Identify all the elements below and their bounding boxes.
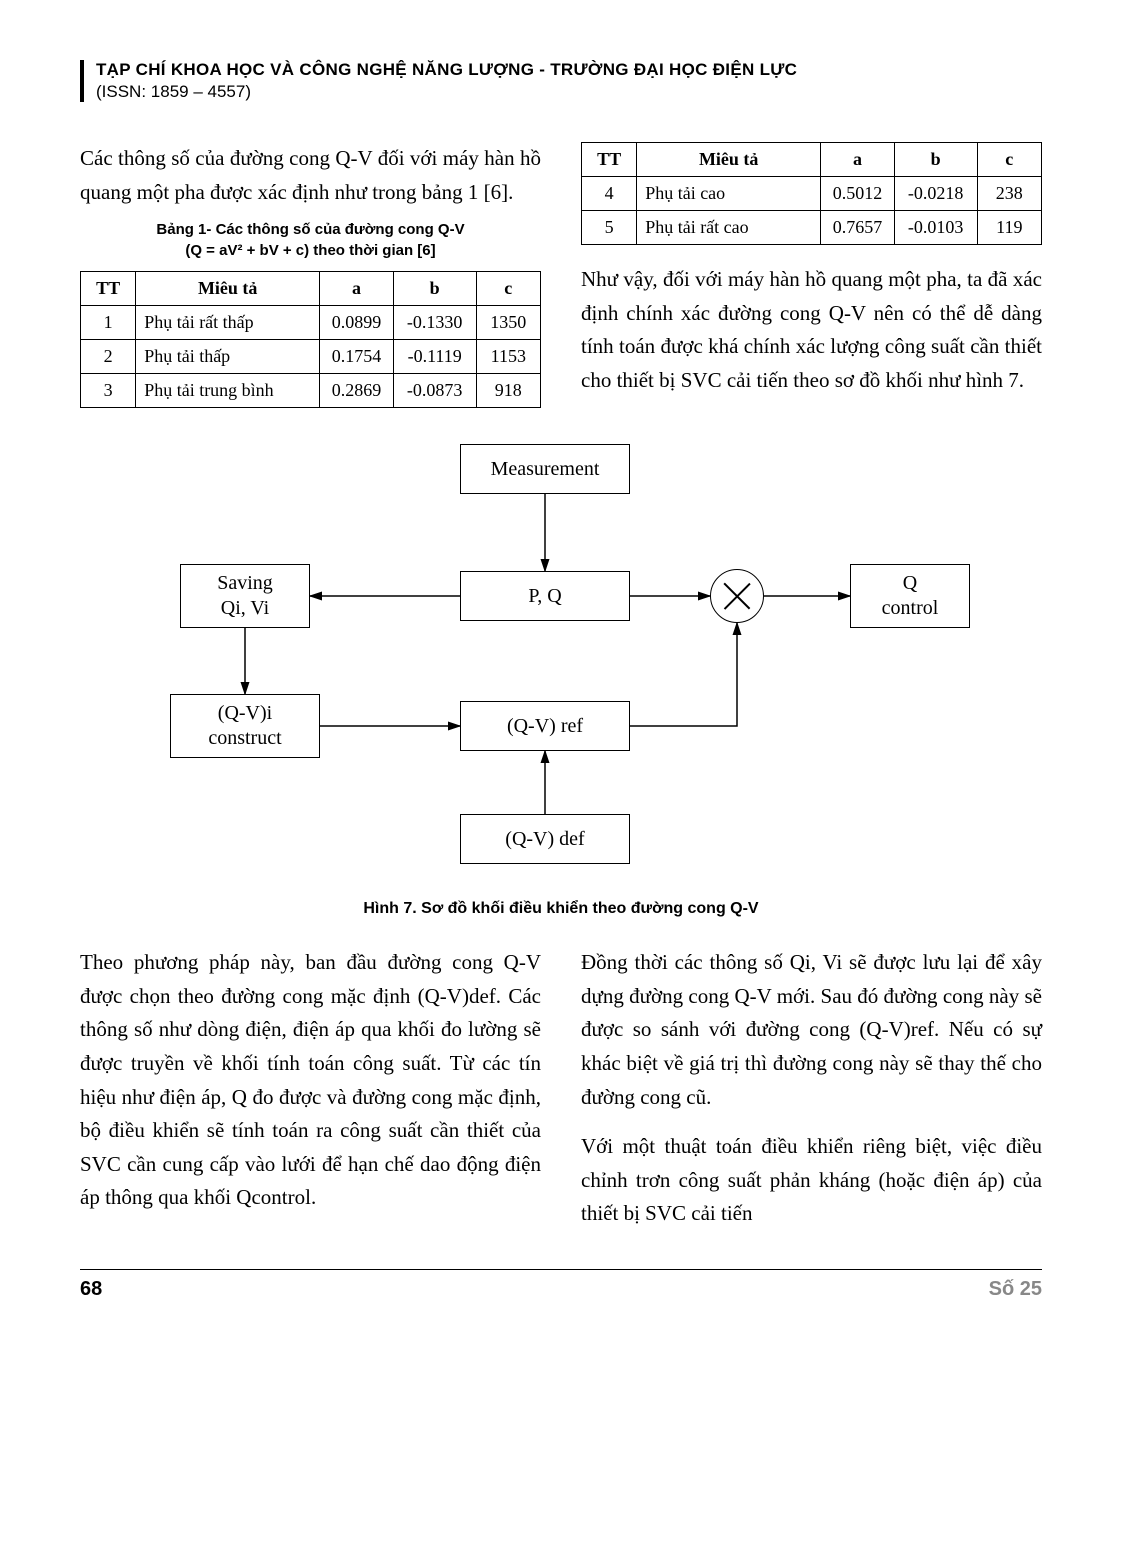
table-row: 3Phụ tải trung bình0.2869-0.0873918 <box>81 374 541 408</box>
table-cell: -0.0873 <box>393 374 476 408</box>
page-number: 68 <box>80 1278 102 1301</box>
journal-title: TẠP CHÍ KHOA HỌC VÀ CÔNG NGHỆ NĂNG LƯỢNG… <box>96 60 1042 80</box>
table-cell: Phụ tải cao <box>637 177 821 211</box>
table-row: 5Phụ tải rất cao0.7657-0.0103119 <box>582 211 1042 245</box>
right-paragraph: Như vậy, đối với máy hàn hồ quang một ph… <box>581 263 1042 397</box>
diagram-node-qvdef: (Q-V) def <box>460 814 630 864</box>
table-cell: 0.0899 <box>320 306 394 340</box>
table-cell: 1350 <box>476 306 540 340</box>
table-cell: 1153 <box>476 340 540 374</box>
caption-line2: (Q = aV² + bV + c) theo thời gian [6] <box>185 242 435 259</box>
body-right-p1: Đồng thời các thông số Qi, Vi sẽ được lư… <box>581 946 1042 1114</box>
table-cell: -0.1330 <box>393 306 476 340</box>
table-cell: 0.5012 <box>821 177 895 211</box>
table-cell: 2 <box>81 340 136 374</box>
table-cell: 238 <box>977 177 1041 211</box>
table-header-cell: c <box>977 143 1041 177</box>
table-header-cell: Miêu tả <box>136 272 320 306</box>
journal-issn: (ISSN: 1859 – 4557) <box>96 82 1042 102</box>
journal-header: TẠP CHÍ KHOA HỌC VÀ CÔNG NGHỆ NĂNG LƯỢNG… <box>80 60 1042 102</box>
table-header-cell: TT <box>582 143 637 177</box>
table-cell: 0.2869 <box>320 374 394 408</box>
table-cell: 4 <box>582 177 637 211</box>
table-row: 4Phụ tải cao0.5012-0.0218238 <box>582 177 1042 211</box>
table-header-cell: a <box>320 272 394 306</box>
table-cell: 3 <box>81 374 136 408</box>
diagram-node-qcontrol: Qcontrol <box>850 564 970 628</box>
table-cell: Phụ tải thấp <box>136 340 320 374</box>
table-cell: -0.0103 <box>894 211 977 245</box>
table1-right: TTMiêu tảabc 4Phụ tải cao0.5012-0.021823… <box>581 142 1042 245</box>
table-cell: 0.1754 <box>320 340 394 374</box>
table-cell: -0.1119 <box>393 340 476 374</box>
top-columns: Các thông số của đường cong Q-V đối với … <box>80 142 1042 408</box>
figure-7-caption: Hình 7. Sơ đồ khối điều khiển theo đường… <box>80 900 1042 918</box>
table-header-cell: Miêu tả <box>637 143 821 177</box>
table-cell: -0.0218 <box>894 177 977 211</box>
table1-left: TTMiêu tảabc 1Phụ tải rất thấp0.0899-0.1… <box>80 271 541 408</box>
figure-7-diagram: Measurement SavingQi, Vi P, Q Qcontrol (Q-V)… <box>80 444 1042 884</box>
diagram-node-qvref: (Q-V) ref <box>460 701 630 751</box>
page-footer: 68 Số 25 <box>80 1269 1042 1301</box>
table-header-cell: a <box>821 143 895 177</box>
right-column-top: TTMiêu tảabc 4Phụ tải cao0.5012-0.021823… <box>581 142 1042 408</box>
diagram-node-measurement: Measurement <box>460 444 630 494</box>
table-header-cell: c <box>476 272 540 306</box>
table-cell: Phụ tải trung bình <box>136 374 320 408</box>
table-cell: 5 <box>582 211 637 245</box>
table-cell: Phụ tải rất cao <box>637 211 821 245</box>
intro-paragraph: Các thông số của đường cong Q-V đối với … <box>80 142 541 209</box>
right-column-bottom: Đồng thời các thông số Qi, Vi sẽ được lư… <box>581 946 1042 1241</box>
sum-junction-node <box>710 569 764 623</box>
table-cell: 1 <box>81 306 136 340</box>
table-cell: 918 <box>476 374 540 408</box>
left-column-bottom: Theo phương pháp này, ban đầu đường cong… <box>80 946 541 1241</box>
table-cell: 119 <box>977 211 1041 245</box>
table-header-cell: b <box>393 272 476 306</box>
diagram-node-pq: P, Q <box>460 571 630 621</box>
body-left-paragraph: Theo phương pháp này, ban đầu đường cong… <box>80 946 541 1215</box>
diagram-node-qvi: (Q-V)iconstruct <box>170 694 320 758</box>
issue-number: Số 25 <box>989 1278 1042 1301</box>
left-column-top: Các thông số của đường cong Q-V đối với … <box>80 142 541 408</box>
diagram-node-saving: SavingQi, Vi <box>180 564 310 628</box>
table-cell: Phụ tải rất thấp <box>136 306 320 340</box>
table-row: 1Phụ tải rất thấp0.0899-0.13301350 <box>81 306 541 340</box>
bottom-columns: Theo phương pháp này, ban đầu đường cong… <box>80 946 1042 1241</box>
body-right-p2: Với một thuật toán điều khiển riêng biệt… <box>581 1130 1042 1231</box>
table-row: 2Phụ tải thấp0.1754-0.11191153 <box>81 340 541 374</box>
table1-caption: Bảng 1- Các thông số của đường cong Q-V … <box>80 219 541 261</box>
table-header-cell: b <box>894 143 977 177</box>
table-cell: 0.7657 <box>821 211 895 245</box>
caption-line1: Bảng 1- Các thông số của đường cong Q-V <box>156 221 464 238</box>
table-header-cell: TT <box>81 272 136 306</box>
